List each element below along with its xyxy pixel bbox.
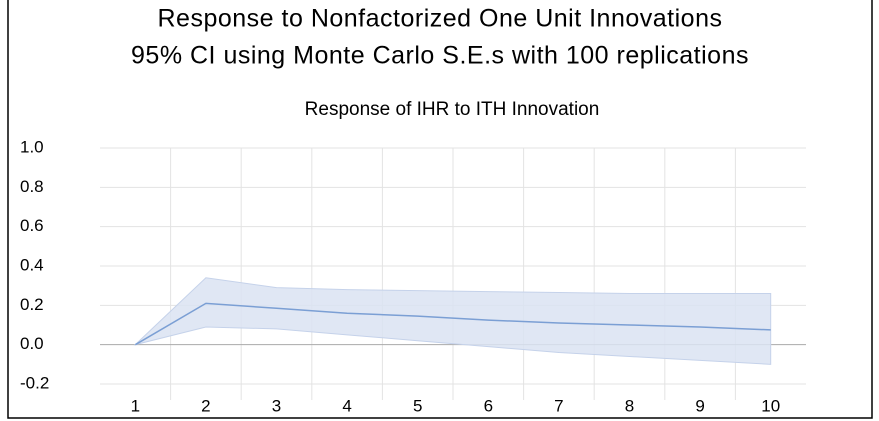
x-tick-label: 1 xyxy=(131,396,140,415)
y-tick-label: 0.6 xyxy=(20,216,44,235)
frame xyxy=(7,0,873,419)
x-tick-label: 2 xyxy=(201,396,210,415)
y-tick-label: 0.8 xyxy=(20,177,44,196)
x-tick-label: 4 xyxy=(342,396,351,415)
x-tick-label: 9 xyxy=(695,396,704,415)
x-tick-label: 8 xyxy=(625,396,634,415)
x-tick-label: 10 xyxy=(761,396,780,415)
y-tick-label: 0.0 xyxy=(20,334,44,353)
x-tick-label: 7 xyxy=(554,396,563,415)
y-tick-label: 0.4 xyxy=(20,255,44,274)
chart-title: Response to Nonfactorized One Unit Innov… xyxy=(158,5,723,33)
chart-subtitle: 95% CI using Monte Carlo S.E.s with 100 … xyxy=(131,42,749,70)
response-line xyxy=(134,302,771,346)
x-tick-label: 6 xyxy=(484,396,493,415)
x-tick-label: 5 xyxy=(413,396,422,415)
y-tick-label: 1.0 xyxy=(20,137,44,156)
y-tick-label: -0.2 xyxy=(20,373,49,392)
plot-title: Response of IHR to ITH Innovation xyxy=(305,99,600,120)
x-tick-label: 3 xyxy=(272,396,281,415)
confidence-band xyxy=(133,277,772,365)
y-tick-label: 0.2 xyxy=(20,295,44,314)
